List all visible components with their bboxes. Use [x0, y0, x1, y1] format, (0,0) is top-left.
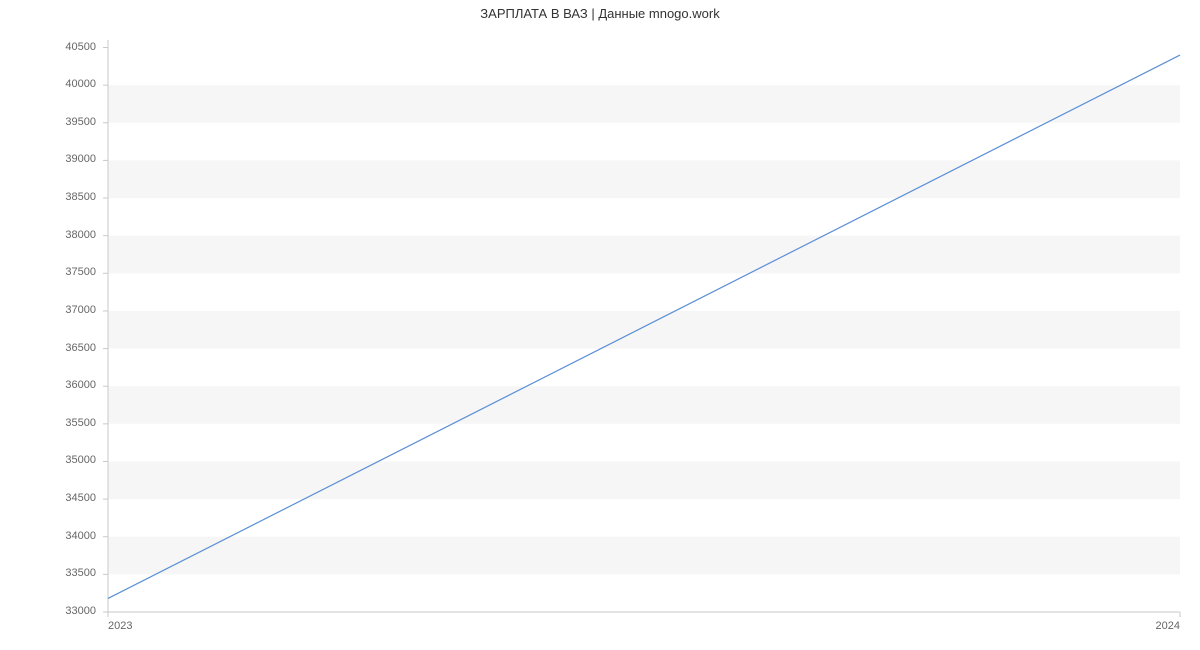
x-axis-label: 2023 [108, 620, 132, 632]
y-axis-label: 38500 [0, 191, 96, 203]
y-axis-label: 34000 [0, 530, 96, 542]
chart-plot [108, 40, 1180, 612]
y-axis-label: 34500 [0, 492, 96, 504]
y-axis-label: 38000 [0, 229, 96, 241]
chart-title: ЗАРПЛАТА В ВАЗ | Данные mnogo.work [0, 6, 1200, 21]
y-axis-label: 40500 [0, 41, 96, 53]
salary-chart: ЗАРПЛАТА В ВАЗ | Данные mnogo.work 33000… [0, 0, 1200, 650]
y-axis-label: 40000 [0, 78, 96, 90]
y-axis-label: 35000 [0, 454, 96, 466]
y-axis-label: 36500 [0, 342, 96, 354]
y-axis-label: 37500 [0, 266, 96, 278]
x-axis-label: 2024 [1156, 620, 1180, 632]
y-axis-label: 37000 [0, 304, 96, 316]
y-axis-label: 33000 [0, 605, 96, 617]
y-axis-label: 35500 [0, 417, 96, 429]
y-axis-label: 39000 [0, 153, 96, 165]
y-axis-label: 39500 [0, 116, 96, 128]
y-axis-label: 36000 [0, 379, 96, 391]
y-axis-label: 33500 [0, 567, 96, 579]
